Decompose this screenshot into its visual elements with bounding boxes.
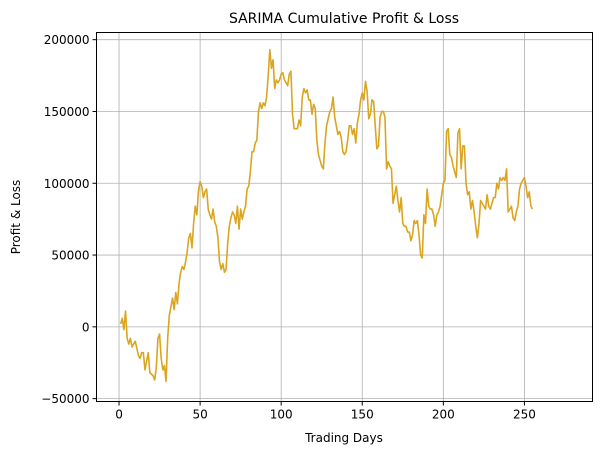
x-tick-label: 0 xyxy=(115,408,123,422)
ticks-layer: 0 50 100 150 200 250 −50000 0 50000 100000 150000 2… xyxy=(41,33,536,421)
y-tick-label: 50000 xyxy=(51,249,89,263)
y-tick-label: 100000 xyxy=(44,177,90,191)
series-line-0 xyxy=(119,48,534,383)
grid-layer xyxy=(96,32,593,402)
y-tick-label: 150000 xyxy=(44,105,90,119)
data-layer xyxy=(119,48,534,383)
x-tick-label: 100 xyxy=(270,408,293,422)
x-axis-label: Trading Days xyxy=(304,431,383,445)
x-tick-label: 250 xyxy=(513,408,536,422)
x-tick-label: 50 xyxy=(192,408,207,422)
y-tick-label: 0 xyxy=(82,320,90,334)
y-tick-label: 200000 xyxy=(44,33,90,47)
x-tick-label: 200 xyxy=(432,408,455,422)
y-axis-label: Profit & Loss xyxy=(9,180,23,255)
chart-title: SARIMA Cumulative Profit & Loss xyxy=(229,11,459,27)
plot-area-frame xyxy=(96,32,593,402)
x-tick-label: 150 xyxy=(351,408,374,422)
y-tick-label: −50000 xyxy=(41,392,89,406)
